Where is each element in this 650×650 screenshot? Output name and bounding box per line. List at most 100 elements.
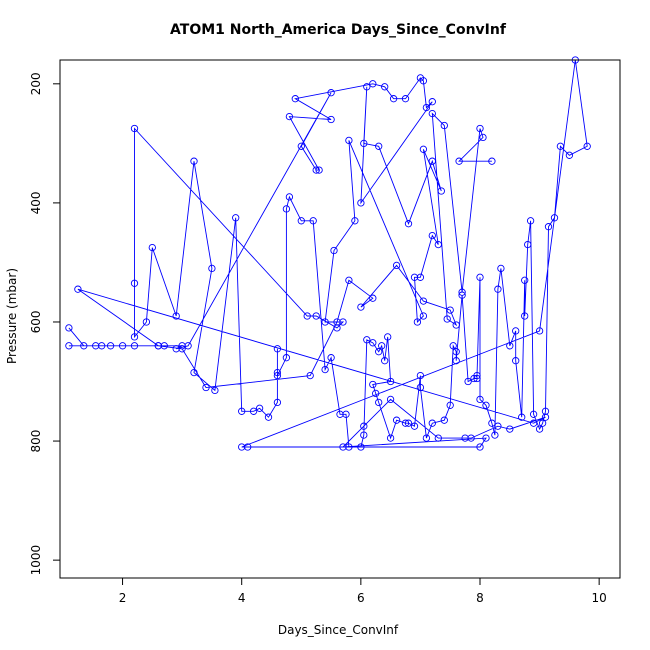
data-point xyxy=(339,443,347,451)
data-point xyxy=(208,264,216,273)
data-point xyxy=(282,205,291,213)
data-point xyxy=(321,365,329,374)
data-point xyxy=(118,342,127,350)
data-point xyxy=(273,398,282,407)
data-point xyxy=(428,98,436,106)
data-point xyxy=(369,294,377,302)
data-point xyxy=(238,407,246,415)
data-point xyxy=(416,383,425,392)
data-point xyxy=(98,342,106,350)
data-point xyxy=(428,231,436,240)
x-axis: 2 4 6 8 10 xyxy=(119,577,607,605)
data-point xyxy=(381,83,389,91)
data-point xyxy=(360,422,368,430)
data-point xyxy=(416,371,425,380)
data-point xyxy=(330,246,338,255)
x-tick-label: 8 xyxy=(476,591,484,605)
data-point xyxy=(389,95,398,103)
data-point xyxy=(172,345,180,353)
data-point xyxy=(384,333,392,341)
data-point xyxy=(494,285,502,293)
data-point xyxy=(410,273,419,281)
data-point xyxy=(285,112,294,121)
data-point xyxy=(381,357,389,365)
data-point xyxy=(535,327,544,335)
x-axis-label: Days_Since_ConvInf xyxy=(278,623,399,637)
data-point xyxy=(345,443,353,451)
y-axis-label: Pressure (mbar) xyxy=(5,268,19,364)
data-point xyxy=(521,276,529,284)
data-point xyxy=(315,166,323,174)
data-point xyxy=(497,264,505,273)
data-point xyxy=(452,357,460,365)
data-point xyxy=(282,354,291,362)
data-point xyxy=(312,312,320,320)
data-point xyxy=(401,95,410,103)
data-point xyxy=(550,214,559,222)
data-point xyxy=(360,139,368,148)
data-point xyxy=(386,377,395,386)
data-point xyxy=(273,345,282,353)
data-point xyxy=(363,83,371,91)
y-tick-label: 600 xyxy=(29,311,43,334)
data-point xyxy=(467,434,475,442)
data-point xyxy=(518,413,526,421)
data-point xyxy=(476,273,484,281)
data-point xyxy=(154,342,162,350)
data-point xyxy=(529,419,538,427)
data-point xyxy=(184,342,192,350)
data-point xyxy=(327,115,335,124)
data-point xyxy=(428,157,436,165)
data-point xyxy=(419,145,428,153)
data-point xyxy=(360,431,368,439)
data-point xyxy=(449,342,457,350)
data-point xyxy=(327,354,335,362)
data-point xyxy=(273,368,282,377)
data-point xyxy=(312,166,320,174)
data-point xyxy=(244,443,252,451)
data-point xyxy=(232,214,240,222)
y-tick-label: 800 xyxy=(29,430,43,453)
data-point xyxy=(535,425,544,433)
data-point xyxy=(392,416,401,424)
data-point xyxy=(291,95,299,103)
data-point xyxy=(363,336,371,344)
data-point xyxy=(130,124,139,133)
data-point xyxy=(202,383,210,392)
data-point xyxy=(404,419,413,427)
data-point xyxy=(342,410,350,418)
chart-title: ATOM1 North_America Days_Since_ConvInf xyxy=(170,22,507,38)
data-point xyxy=(538,419,547,427)
y-tick-label: 200 xyxy=(29,72,43,95)
series-line xyxy=(68,59,588,448)
data-point xyxy=(529,410,538,418)
plot-area xyxy=(65,56,591,451)
data-point xyxy=(345,276,353,284)
data-point xyxy=(541,413,550,421)
data-point xyxy=(130,279,139,287)
data-point xyxy=(106,342,115,350)
data-point xyxy=(357,199,365,207)
data-point xyxy=(369,380,377,389)
data-point xyxy=(488,419,496,427)
data-point xyxy=(378,342,386,350)
data-point xyxy=(583,142,591,150)
data-point xyxy=(488,157,496,165)
data-point xyxy=(565,151,574,159)
x-tick-label: 4 xyxy=(238,591,246,605)
data-point xyxy=(434,434,442,442)
data-point xyxy=(211,386,219,395)
data-point xyxy=(482,434,490,442)
data-point xyxy=(369,339,377,347)
data-point xyxy=(512,357,520,365)
data-point xyxy=(437,187,445,195)
x-tick-label: 2 xyxy=(119,591,127,605)
x-tick-label: 10 xyxy=(592,591,607,605)
data-point xyxy=(190,157,198,165)
data-point xyxy=(524,240,532,249)
data-point xyxy=(178,345,186,353)
data-point xyxy=(172,312,180,320)
data-point xyxy=(142,318,151,326)
data-point xyxy=(327,89,335,97)
data-point xyxy=(446,306,454,314)
